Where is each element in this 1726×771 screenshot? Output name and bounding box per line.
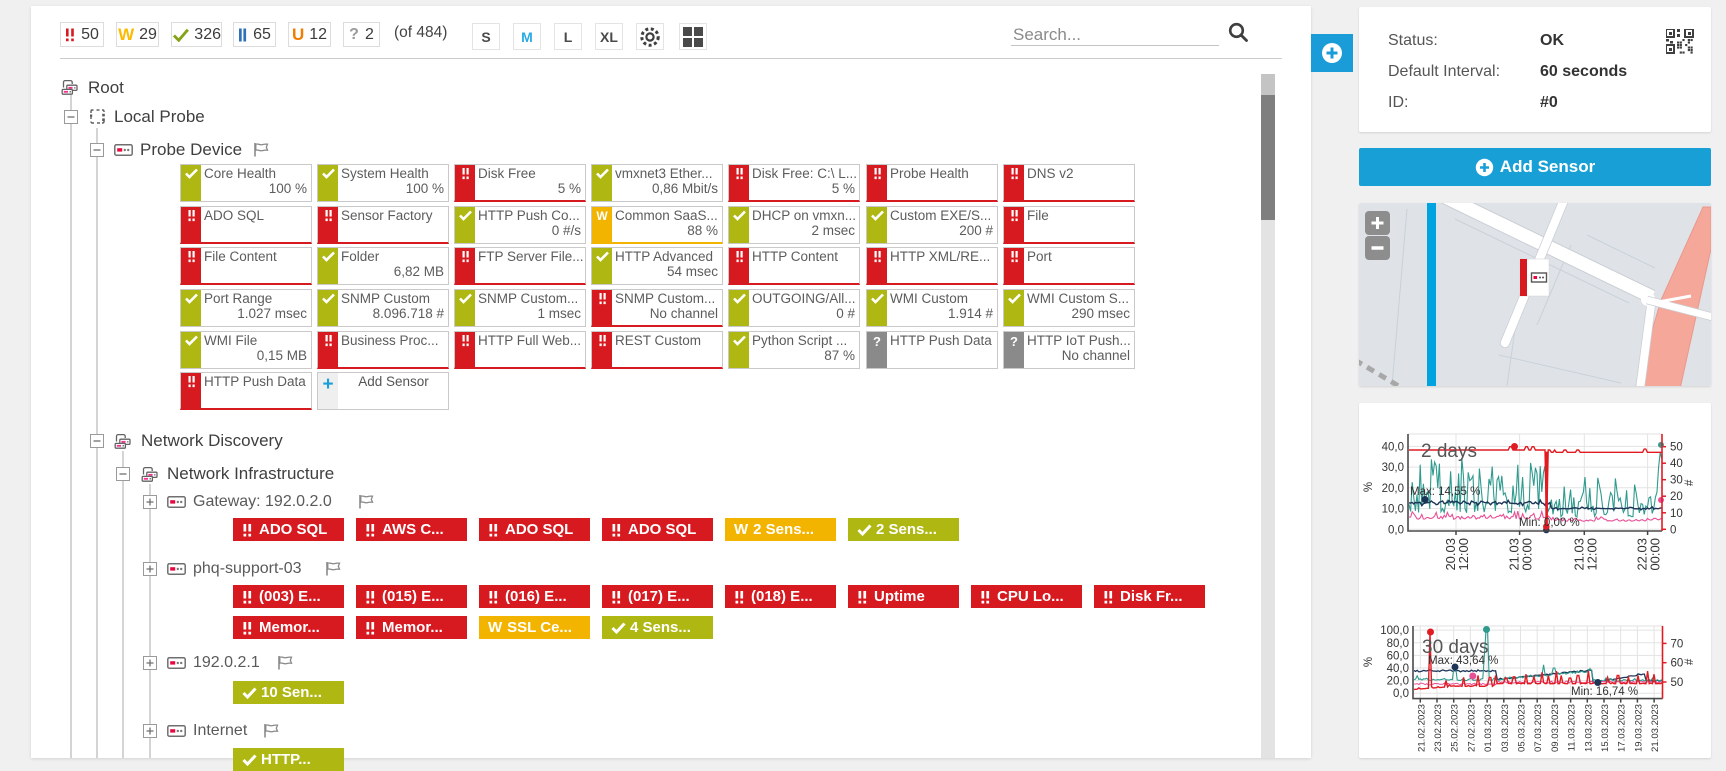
- svg-text:15.03.2023: 15.03.2023: [1600, 704, 1611, 752]
- svg-text:40: 40: [1670, 458, 1683, 470]
- svg-text:40,0: 40,0: [1387, 663, 1409, 675]
- svg-text:40,0: 40,0: [1382, 441, 1404, 453]
- svg-text:17.03.2023: 17.03.2023: [1617, 704, 1628, 752]
- svg-text:30 days: 30 days: [1422, 637, 1489, 658]
- svg-text:09.03.2023: 09.03.2023: [1550, 704, 1561, 752]
- svg-text:30,0: 30,0: [1382, 462, 1404, 474]
- svg-text:23.02.2023: 23.02.2023: [1433, 704, 1444, 752]
- svg-text:21.02.2023: 21.02.2023: [1416, 704, 1427, 752]
- svg-text:70: 70: [1671, 638, 1684, 650]
- svg-text:%: %: [1363, 657, 1375, 667]
- svg-text:07.03.2023: 07.03.2023: [1533, 704, 1544, 752]
- svg-text:#: #: [1684, 479, 1696, 486]
- svg-text:50: 50: [1671, 677, 1684, 689]
- svg-text:05.03.2023: 05.03.2023: [1517, 704, 1528, 752]
- svg-text:13.03.2023: 13.03.2023: [1583, 704, 1594, 752]
- svg-text:2 days: 2 days: [1421, 441, 1477, 462]
- svg-text:21.03: 21.03: [1571, 538, 1586, 571]
- svg-text:22.03: 22.03: [1635, 538, 1650, 571]
- svg-text:10,0: 10,0: [1382, 504, 1404, 516]
- svg-text:Min: 0,00 %: Min: 0,00 %: [1519, 517, 1580, 529]
- svg-text:03.03.2023: 03.03.2023: [1500, 704, 1511, 752]
- svg-text:0: 0: [1670, 524, 1676, 536]
- svg-text:21.03: 21.03: [1507, 538, 1522, 571]
- svg-text:60: 60: [1671, 658, 1684, 670]
- svg-text:20.03: 20.03: [1443, 538, 1458, 571]
- svg-text:Max: 43,64 %: Max: 43,64 %: [1428, 655, 1498, 667]
- svg-text:12:00: 12:00: [1584, 538, 1599, 571]
- svg-text:100,0: 100,0: [1380, 625, 1409, 637]
- svg-text:10: 10: [1670, 508, 1683, 520]
- svg-text:00:00: 00:00: [1648, 538, 1663, 571]
- svg-text:50: 50: [1670, 442, 1683, 454]
- svg-text:0,0: 0,0: [1388, 524, 1404, 536]
- svg-text:30: 30: [1670, 475, 1683, 487]
- svg-text:20,0: 20,0: [1387, 676, 1409, 688]
- svg-text:60,0: 60,0: [1387, 650, 1409, 662]
- svg-text:%: %: [1363, 482, 1375, 492]
- svg-text:00:00: 00:00: [1520, 538, 1535, 571]
- svg-text:11.03.2023: 11.03.2023: [1567, 704, 1578, 751]
- svg-text:21.03.2023: 21.03.2023: [1650, 704, 1661, 752]
- svg-text:20,0: 20,0: [1382, 483, 1404, 495]
- svg-text:01.03.2023: 01.03.2023: [1483, 704, 1494, 752]
- svg-text:#: #: [1684, 658, 1696, 665]
- svg-text:0,0: 0,0: [1393, 688, 1409, 700]
- svg-text:80,0: 80,0: [1387, 638, 1409, 650]
- svg-text:27.02.2023: 27.02.2023: [1466, 704, 1477, 752]
- svg-text:Max: 14,55 %: Max: 14,55 %: [1410, 486, 1480, 498]
- svg-text:12:00: 12:00: [1456, 538, 1471, 571]
- svg-text:19.03.2023: 19.03.2023: [1633, 704, 1644, 752]
- svg-text:20: 20: [1670, 491, 1683, 503]
- svg-text:Min: 16,74 %: Min: 16,74 %: [1571, 686, 1638, 698]
- svg-text:25.02.2023: 25.02.2023: [1450, 704, 1461, 752]
